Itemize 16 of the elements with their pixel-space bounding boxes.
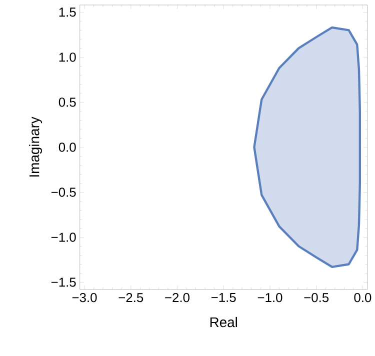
- y-tick-label: −0.5: [51, 187, 76, 197]
- x-tick-label: −0.5: [304, 292, 329, 302]
- y-tick-label: 1.5: [59, 8, 76, 17]
- y-tick-label: −1.5: [51, 278, 76, 287]
- x-tick-label: −3.0: [72, 292, 97, 302]
- x-axis-title: Real: [210, 316, 237, 328]
- y-tick-label: 0.5: [58, 97, 76, 107]
- x-tick-label: −2.5: [118, 292, 144, 302]
- y-tick-label: −1.0: [51, 232, 76, 242]
- y-tick-label: 0.0: [58, 142, 76, 152]
- x-tick-label: −1.5: [211, 292, 236, 302]
- x-tick-label: 0.0: [354, 292, 372, 302]
- x-tick-label: −1.0: [258, 292, 282, 302]
- y-axis-title: Imaginary: [29, 116, 42, 176]
- y-tick-label: 1.0: [59, 52, 76, 62]
- x-tick-label: −2.0: [165, 292, 190, 302]
